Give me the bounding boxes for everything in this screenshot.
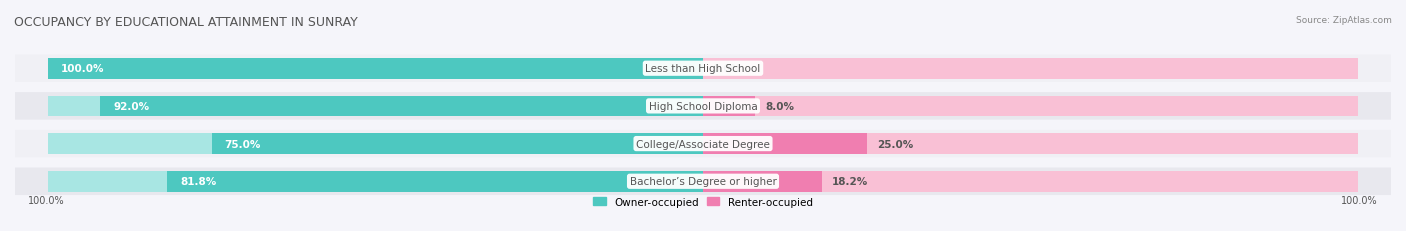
- Bar: [48, 134, 703, 154]
- Bar: [703, 96, 755, 117]
- FancyBboxPatch shape: [15, 55, 1391, 83]
- Text: 100.0%: 100.0%: [28, 195, 65, 205]
- Text: OCCUPANCY BY EDUCATIONAL ATTAINMENT IN SUNRAY: OCCUPANCY BY EDUCATIONAL ATTAINMENT IN S…: [14, 16, 357, 29]
- Text: 81.8%: 81.8%: [180, 176, 217, 186]
- Bar: [703, 134, 1358, 154]
- Text: 0.0%: 0.0%: [713, 64, 742, 74]
- Text: 75.0%: 75.0%: [225, 139, 262, 149]
- Legend: Owner-occupied, Renter-occupied: Owner-occupied, Renter-occupied: [589, 193, 817, 211]
- Text: Less than High School: Less than High School: [645, 64, 761, 74]
- Text: 18.2%: 18.2%: [832, 176, 869, 186]
- Text: 8.0%: 8.0%: [765, 101, 794, 111]
- FancyBboxPatch shape: [15, 168, 1391, 195]
- Text: 100.0%: 100.0%: [60, 64, 104, 74]
- FancyBboxPatch shape: [15, 130, 1391, 158]
- Bar: [211, 134, 703, 154]
- Text: 92.0%: 92.0%: [114, 101, 149, 111]
- Bar: [703, 171, 823, 192]
- Bar: [703, 59, 1358, 79]
- Bar: [48, 96, 703, 117]
- FancyBboxPatch shape: [15, 93, 1391, 120]
- Bar: [48, 59, 703, 79]
- Text: 100.0%: 100.0%: [1341, 195, 1378, 205]
- Text: Source: ZipAtlas.com: Source: ZipAtlas.com: [1296, 16, 1392, 25]
- Text: High School Diploma: High School Diploma: [648, 101, 758, 111]
- Bar: [703, 96, 1358, 117]
- Text: Bachelor’s Degree or higher: Bachelor’s Degree or higher: [630, 176, 776, 186]
- Bar: [100, 96, 703, 117]
- Bar: [48, 171, 703, 192]
- Bar: [703, 134, 868, 154]
- Text: College/Associate Degree: College/Associate Degree: [636, 139, 770, 149]
- Text: 25.0%: 25.0%: [876, 139, 912, 149]
- Bar: [48, 59, 703, 79]
- Bar: [167, 171, 703, 192]
- Bar: [703, 171, 1358, 192]
